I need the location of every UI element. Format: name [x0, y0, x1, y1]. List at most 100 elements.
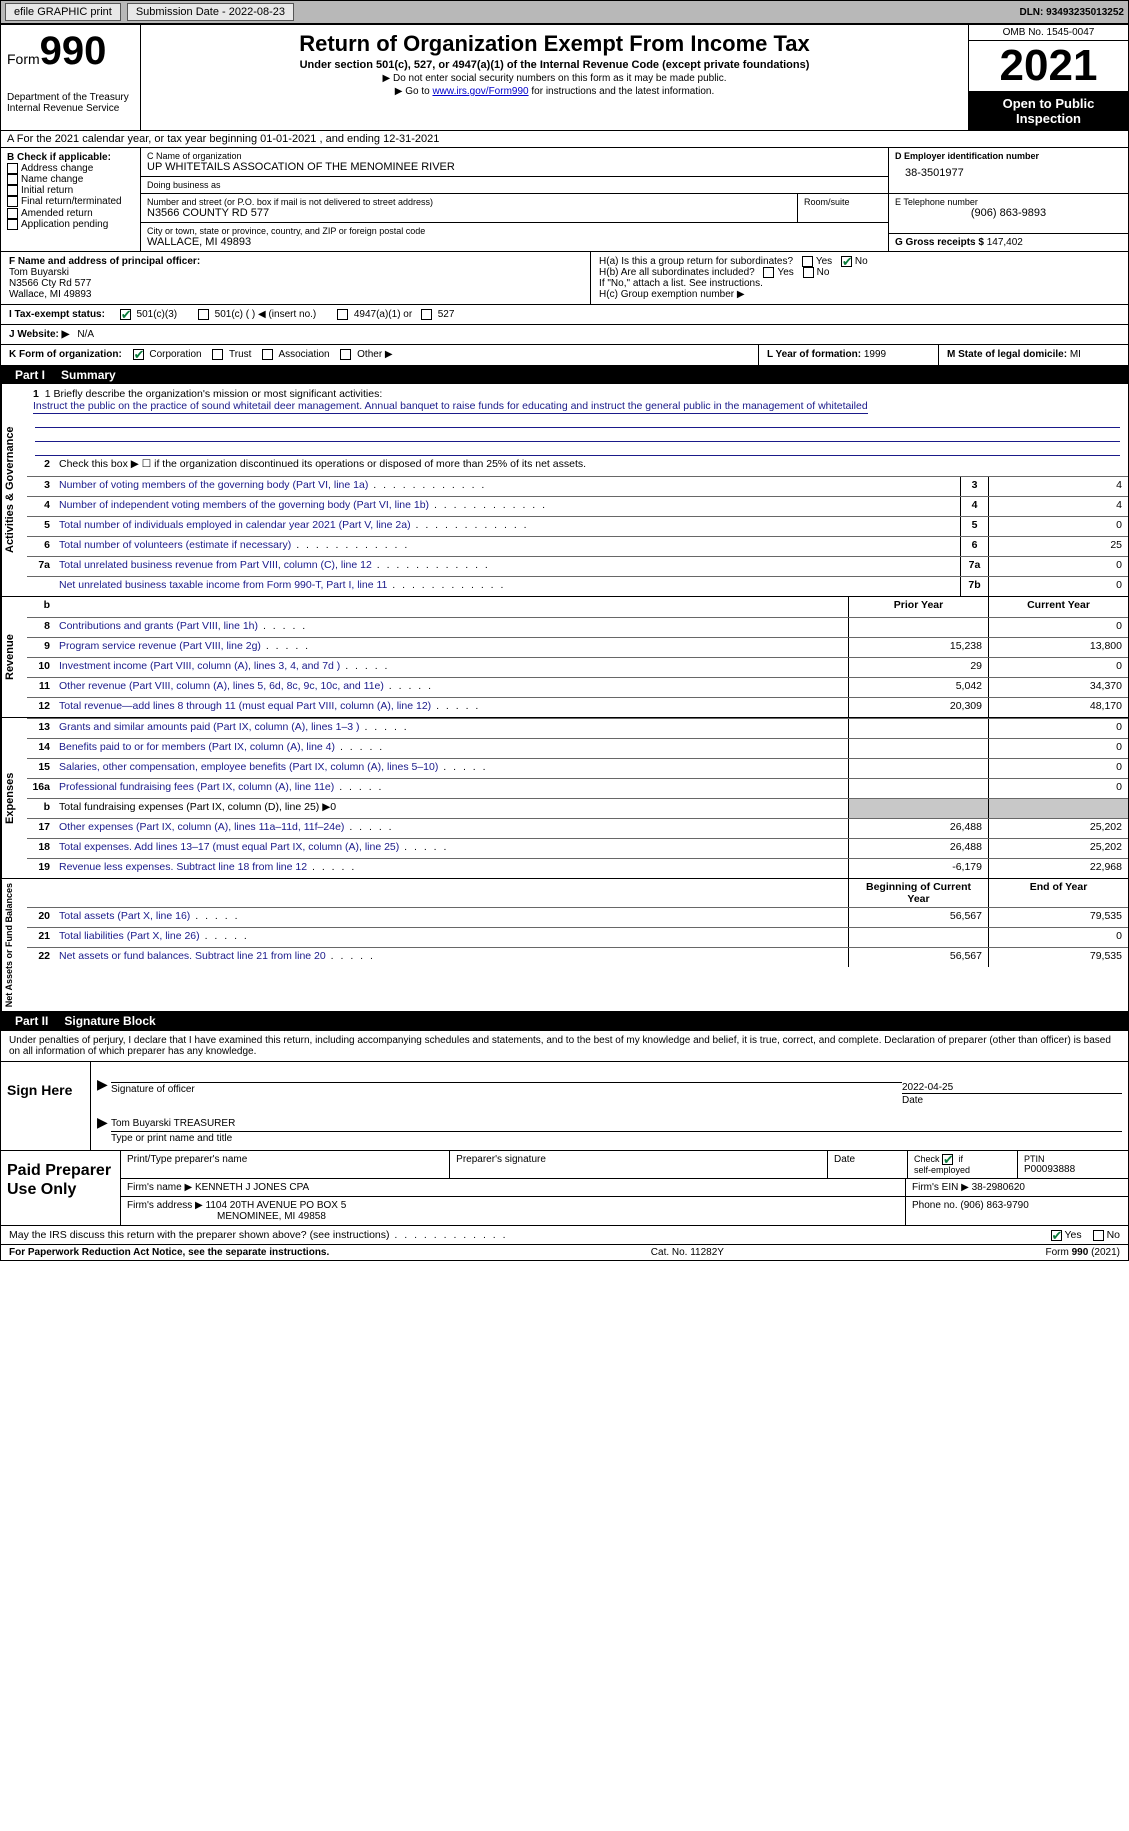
i-501c3[interactable] [120, 309, 131, 320]
summary-row: bTotal fundraising expenses (Part IX, co… [27, 798, 1128, 818]
part2-header: Part II Signature Block [1, 1012, 1128, 1030]
may-discuss: May the IRS discuss this return with the… [9, 1229, 508, 1241]
hdr-curr: Current Year [988, 597, 1128, 617]
summary-row: 14Benefits paid to or for members (Part … [27, 738, 1128, 758]
firm-ein: 38-2980620 [972, 1182, 1025, 1193]
l-label: L Year of formation: [767, 349, 861, 360]
chk-final[interactable] [7, 196, 18, 207]
k2: Trust [229, 350, 251, 361]
j-label: J Website: ▶ [9, 329, 69, 340]
summary-row: 6Total number of volunteers (estimate if… [27, 536, 1128, 556]
side-revenue: Revenue [1, 597, 27, 717]
gross-value: 147,402 [987, 237, 1023, 248]
summary-row: 7aTotal unrelated business revenue from … [27, 556, 1128, 576]
chk-name-change[interactable] [7, 174, 18, 185]
prep-date-label: Date [828, 1151, 908, 1178]
officer-city: Wallace, MI 49893 [9, 289, 582, 300]
hc-label: H(c) Group exemption number ▶ [599, 289, 1120, 300]
firm-addr2: MENOMINEE, MI 49858 [217, 1211, 326, 1222]
ha-no[interactable] [841, 256, 852, 267]
dba-label: Doing business as [147, 180, 882, 190]
i-527[interactable] [421, 309, 432, 320]
opt-address: Address change [21, 163, 93, 174]
i-501c[interactable] [198, 309, 209, 320]
prep-sig-label: Preparer's signature [450, 1151, 828, 1178]
org-name: UP WHITETAILS ASSOCATION OF THE MENOMINE… [147, 161, 882, 173]
no2: No [817, 267, 830, 278]
header-center: Return of Organization Exempt From Incom… [141, 25, 968, 130]
i-o3: 4947(a)(1) or [354, 309, 412, 320]
firm-name-label: Firm's name ▶ [127, 1182, 192, 1193]
yes3: Yes [1065, 1229, 1082, 1241]
row-h-group: H(a) Is this a group return for subordin… [591, 252, 1128, 304]
street-label: Number and street (or P.O. box if mail i… [147, 197, 791, 207]
submission-date-button[interactable]: Submission Date - 2022-08-23 [127, 3, 294, 21]
dept-label: Department of the Treasury [7, 92, 134, 103]
ein-label: D Employer identification number [895, 151, 1122, 161]
firm-ph-label: Phone no. [912, 1200, 958, 1211]
i-4947[interactable] [337, 309, 348, 320]
mission-text: Instruct the public on the practice of s… [33, 400, 868, 414]
ha-yes[interactable] [802, 256, 813, 267]
may-no[interactable] [1093, 1230, 1104, 1241]
k-assoc[interactable] [262, 349, 273, 360]
side-netassets: Net Assets or Fund Balances [1, 879, 27, 1011]
officer-label: F Name and address of principal officer: [9, 256, 582, 267]
hdr-end: End of Year [988, 879, 1128, 907]
part2-title: Signature Block [64, 1014, 155, 1028]
chk-amended[interactable] [7, 208, 18, 219]
chk-self-emp[interactable] [942, 1154, 953, 1165]
tel-value: (906) 863-9893 [895, 207, 1122, 219]
chk-initial[interactable] [7, 185, 18, 196]
summary-row: 13Grants and similar amounts paid (Part … [27, 718, 1128, 738]
i-o1: 501(c)(3) [137, 309, 178, 320]
k-other[interactable] [340, 349, 351, 360]
row-a-tax-year: A For the 2021 calendar year, or tax yea… [1, 131, 1128, 148]
sig-date: 2022-04-25 [902, 1082, 1122, 1094]
officer-name: Tom Buyarski [9, 267, 582, 278]
chk-address-change[interactable] [7, 163, 18, 174]
header-right: OMB No. 1545-0047 2021 Open to Public In… [968, 25, 1128, 130]
i-o4: 527 [438, 309, 455, 320]
opt-amended: Amended return [21, 208, 93, 219]
col-d-ein: D Employer identification number 38-3501… [888, 148, 1128, 251]
form-title: Return of Organization Exempt From Incom… [151, 31, 958, 57]
opt-final: Final return/terminated [21, 197, 122, 208]
hb-no[interactable] [803, 267, 814, 278]
hb-yes[interactable] [763, 267, 774, 278]
gross-label: G Gross receipts $ [895, 237, 984, 248]
tax-year: 2021 [969, 41, 1128, 92]
ptin-value: P00093888 [1024, 1164, 1122, 1175]
city-label: City or town, state or province, country… [147, 226, 882, 236]
prep-name-label: Print/Type preparer's name [121, 1151, 450, 1178]
footer-right: Form 990 (2021) [1046, 1247, 1120, 1258]
city-value: WALLACE, MI 49893 [147, 236, 882, 248]
k-trust[interactable] [212, 349, 223, 360]
irs-link[interactable]: www.irs.gov/Form990 [432, 86, 528, 97]
may-yes[interactable] [1051, 1230, 1062, 1241]
street-value: N3566 COUNTY RD 577 [147, 207, 791, 219]
firm-ein-label: Firm's EIN ▶ [912, 1182, 969, 1193]
hb-label: H(b) Are all subordinates included? [599, 267, 755, 278]
sign-here-label: Sign Here [1, 1062, 91, 1150]
i-label: I Tax-exempt status: [9, 309, 105, 320]
sig-name: Tom Buyarski TREASURER [111, 1118, 235, 1129]
firm-addr-label: Firm's address ▶ [127, 1200, 203, 1211]
yes2: Yes [777, 267, 793, 278]
form-number: 990 [40, 29, 107, 73]
summary-row: 18Total expenses. Add lines 13–17 (must … [27, 838, 1128, 858]
summary-row: 9Program service revenue (Part VIII, lin… [27, 637, 1128, 657]
opt-pending: Application pending [21, 219, 108, 230]
chk-pending[interactable] [7, 219, 18, 230]
org-name-label: C Name of organization [147, 151, 882, 161]
efile-print-button[interactable]: efile GRAPHIC print [5, 3, 121, 21]
form-subtitle: Under section 501(c), 527, or 4947(a)(1)… [151, 59, 958, 71]
summary-row: 19Revenue less expenses. Subtract line 1… [27, 858, 1128, 878]
summary-row: 15Salaries, other compensation, employee… [27, 758, 1128, 778]
opt-initial: Initial return [21, 185, 73, 196]
k-corp[interactable] [133, 349, 144, 360]
prep-selfemp: Check ifself-employed [908, 1151, 1018, 1178]
i-o2: 501(c) ( ) ◀ (insert no.) [215, 309, 317, 320]
side-activities: Activities & Governance [1, 384, 27, 596]
k1: Corporation [149, 350, 201, 361]
